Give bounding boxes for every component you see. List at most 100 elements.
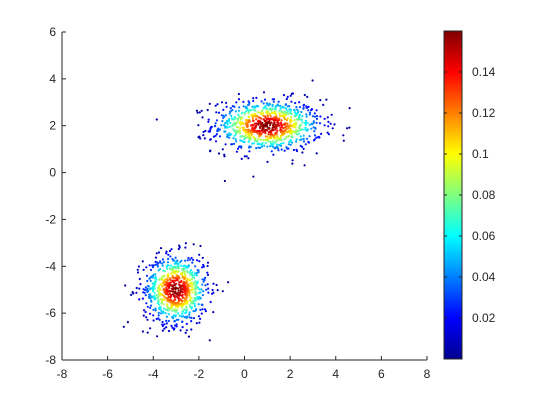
scatter-point xyxy=(301,151,304,154)
scatter-point xyxy=(220,101,224,104)
scatter-point xyxy=(262,118,265,121)
scatter-point xyxy=(297,126,300,129)
scatter-point xyxy=(174,279,177,282)
scatter-point xyxy=(222,108,225,111)
scatter-point xyxy=(190,316,193,319)
scatter-point xyxy=(263,120,266,123)
y-tick-label: 2 xyxy=(49,119,56,133)
scatter-point xyxy=(153,294,156,298)
scatter-point xyxy=(236,147,240,150)
scatter-point xyxy=(154,273,157,276)
scatter-point xyxy=(304,119,307,122)
scatter-point xyxy=(271,140,274,143)
scatter-point xyxy=(298,101,301,104)
scatter-point xyxy=(247,116,250,119)
scatter-point xyxy=(300,110,303,114)
scatter-point xyxy=(281,111,284,114)
scatter-point xyxy=(238,106,241,109)
scatter-point xyxy=(176,270,179,273)
scatter-point xyxy=(246,125,249,128)
scatter-point xyxy=(212,311,215,314)
scatter-point xyxy=(157,295,160,298)
scatter-point xyxy=(174,290,177,293)
scatter-point xyxy=(166,303,169,306)
scatter-point xyxy=(158,284,161,287)
scatter-point xyxy=(280,148,283,151)
scatter-point xyxy=(177,263,180,266)
scatter-point xyxy=(238,132,242,135)
scatter-point xyxy=(146,279,149,283)
scatter-point xyxy=(177,296,180,299)
scatter-point xyxy=(237,113,240,116)
scatter-point xyxy=(254,137,257,140)
scatter-point xyxy=(186,259,189,262)
scatter-point xyxy=(287,126,290,129)
scatter-point xyxy=(207,118,210,121)
scatter-point xyxy=(285,146,288,149)
scatter-point xyxy=(230,133,233,136)
scatter-point xyxy=(193,276,196,279)
scatter-point xyxy=(167,313,170,316)
scatter-point xyxy=(306,121,309,124)
scatter-point xyxy=(169,264,172,267)
scatter-point xyxy=(243,155,246,158)
scatter-point xyxy=(305,106,308,109)
scatter-point xyxy=(235,150,238,153)
scatter-point xyxy=(259,117,263,120)
scatter-point xyxy=(198,296,201,299)
scatter-point xyxy=(252,115,255,118)
scatter-point xyxy=(248,110,251,113)
scatter-point xyxy=(177,312,180,315)
scatter-point xyxy=(187,279,191,282)
scatter-point xyxy=(267,126,270,129)
scatter-point xyxy=(265,118,269,121)
scatter-point xyxy=(215,133,218,136)
scatter-point xyxy=(148,264,151,267)
scatter-point xyxy=(181,296,184,299)
scatter-point xyxy=(156,335,159,338)
scatter-point xyxy=(208,130,212,133)
scatter-point xyxy=(245,109,248,112)
scatter-point xyxy=(201,116,204,119)
scatter-point xyxy=(206,273,210,276)
scatter-point xyxy=(185,311,188,314)
scatter-point xyxy=(240,112,243,115)
scatter-point xyxy=(284,103,287,107)
scatter-point xyxy=(177,293,180,296)
scatter-point xyxy=(289,120,292,123)
scatter-point xyxy=(294,125,297,128)
scatter-point xyxy=(275,145,278,148)
scatter-point xyxy=(240,145,243,148)
scatter-point xyxy=(187,256,190,260)
scatter-point xyxy=(303,93,306,97)
scatter-point xyxy=(269,124,272,127)
scatter-point xyxy=(277,149,280,152)
scatter-point xyxy=(252,99,255,103)
scatter-point xyxy=(171,309,174,312)
scatter-point xyxy=(135,291,138,294)
scatter-point xyxy=(169,281,172,284)
scatter-point xyxy=(252,97,255,100)
scatter-point xyxy=(180,306,184,309)
scatter-point xyxy=(289,123,292,126)
scatter-point xyxy=(206,108,209,112)
scatter-point xyxy=(195,274,198,277)
scatter-point xyxy=(197,292,200,295)
scatter-point xyxy=(202,134,205,137)
scatter-point xyxy=(152,314,155,317)
scatter-point xyxy=(193,299,197,302)
scatter-point xyxy=(193,305,196,308)
scatter-point xyxy=(234,117,237,120)
scatter-point xyxy=(154,281,157,284)
x-axis-ticks: -8 -6 -4 -2 0 2 4 6 8 xyxy=(57,356,431,381)
scatter-point xyxy=(144,286,147,289)
scatter-point xyxy=(287,112,290,115)
scatter-point xyxy=(122,325,125,328)
scatter-point xyxy=(181,293,184,296)
scatter-point xyxy=(315,136,318,139)
scatter-point xyxy=(305,137,309,140)
scatter-point xyxy=(174,310,177,313)
scatter-point xyxy=(264,135,267,138)
scatter-point xyxy=(157,251,160,254)
